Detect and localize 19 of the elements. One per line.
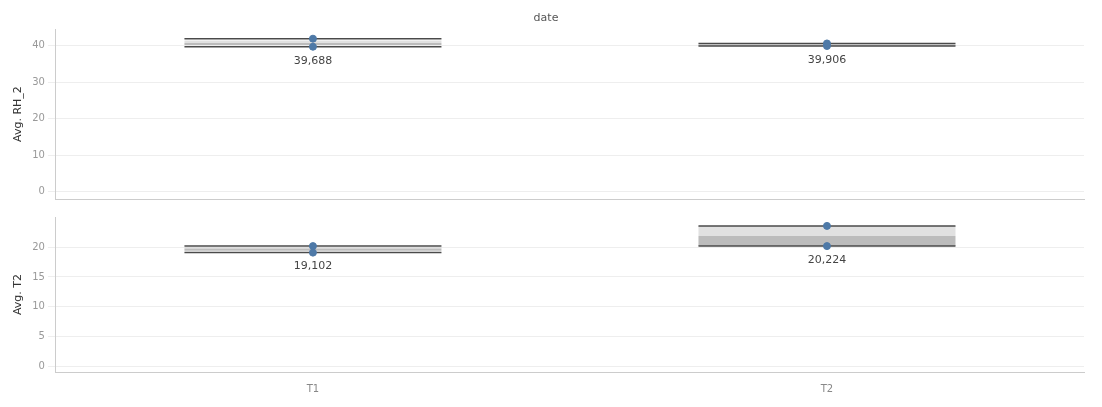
y-tick-label: 10 bbox=[32, 300, 45, 312]
x-tick-label: T1 bbox=[305, 382, 320, 394]
y-tick-label: 0 bbox=[38, 359, 45, 371]
chart-title: date bbox=[533, 11, 559, 25]
y-axis-title: Avg. T2 bbox=[11, 273, 25, 316]
y-tick-label: 0 bbox=[38, 185, 45, 197]
x-tick-label: T2 bbox=[819, 382, 834, 394]
y-tick-label: 20 bbox=[32, 112, 45, 124]
y-tick-label: 20 bbox=[32, 240, 45, 252]
annotation: 39,688 bbox=[293, 53, 333, 67]
y-tick-label: 15 bbox=[32, 270, 45, 282]
y-tick-label: 30 bbox=[32, 75, 45, 87]
y-tick-label: 40 bbox=[32, 39, 45, 51]
annotation: 20,224 bbox=[807, 252, 847, 266]
annotation: 19,102 bbox=[293, 259, 333, 273]
y-axis-title: Avg. RH_2 bbox=[11, 86, 25, 142]
y-tick-label: 5 bbox=[38, 329, 45, 341]
annotation: 39,906 bbox=[807, 52, 847, 66]
y-tick-label: 10 bbox=[32, 148, 45, 160]
